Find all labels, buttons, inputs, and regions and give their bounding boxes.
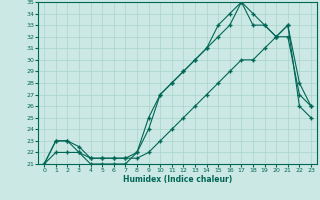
X-axis label: Humidex (Indice chaleur): Humidex (Indice chaleur) (123, 175, 232, 184)
